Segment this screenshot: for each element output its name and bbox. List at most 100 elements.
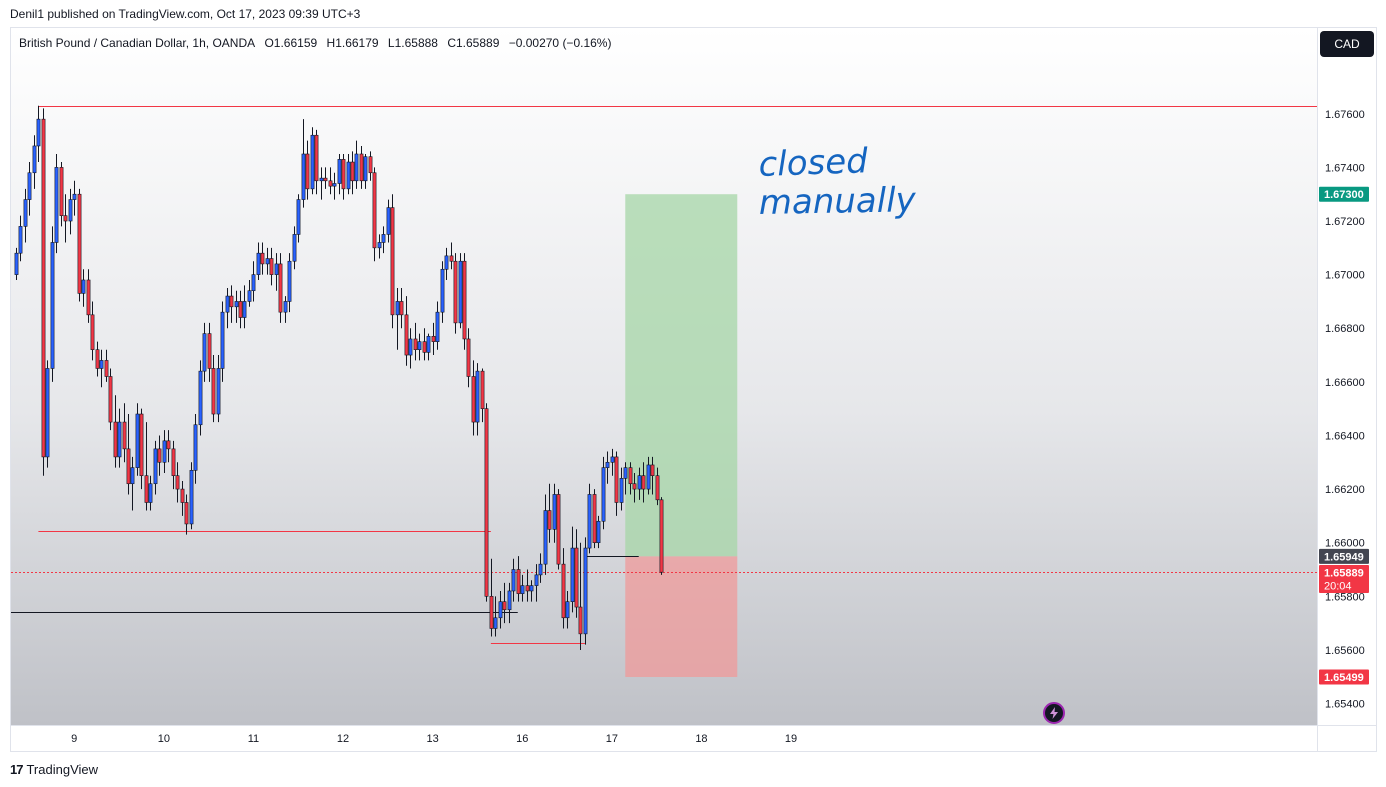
- chart-frame[interactable]: closed manually 1.67600 1.67400 1.67200 1.6…: [10, 27, 1377, 752]
- candle: [104, 349, 109, 382]
- candlestick-chart[interactable]: closed manually 1.676001.674001.672001.6…: [11, 28, 1376, 751]
- candle-body: [413, 338, 418, 350]
- candle: [135, 403, 140, 476]
- candle-body: [180, 488, 185, 503]
- candle-body: [319, 177, 324, 182]
- candle-body: [525, 585, 530, 592]
- candle: [148, 475, 153, 511]
- candle-body: [135, 413, 140, 468]
- candle-body: [363, 156, 368, 182]
- candle: [220, 301, 225, 382]
- candle: [390, 194, 395, 329]
- candle-body: [332, 183, 337, 187]
- candle-body: [390, 207, 395, 316]
- candle: [216, 355, 221, 423]
- candle-body: [99, 360, 104, 369]
- candle-body: [139, 413, 144, 476]
- candle-body: [220, 311, 225, 369]
- candle: [466, 328, 471, 388]
- candle: [247, 279, 252, 307]
- candles-group: [14, 105, 664, 650]
- candle-body: [68, 199, 73, 222]
- candle-body: [81, 279, 86, 294]
- candle-body: [346, 161, 351, 190]
- candle: [63, 194, 68, 243]
- price-axis[interactable]: 1.67600 1.67400 1.67200 1.67000 1.66800 1.666…: [1325, 109, 1365, 711]
- candle-body: [386, 207, 391, 235]
- price-label-bg: [1319, 548, 1369, 564]
- candle-body: [435, 311, 440, 342]
- candle-body: [41, 118, 46, 458]
- candle: [202, 322, 207, 382]
- candle-body: [650, 464, 655, 476]
- candle-body: [404, 314, 409, 356]
- stop-zone: [625, 556, 738, 678]
- candle: [287, 253, 292, 313]
- footer-brand[interactable]: 17 TradingView: [10, 762, 98, 777]
- symbol-legend: British Pound / Canadian Dollar, 1h, OAN…: [19, 36, 611, 50]
- candle-body: [130, 467, 135, 485]
- legend-close: C1.65889: [447, 36, 500, 50]
- candle-body: [162, 440, 167, 463]
- x-tick-label: 17: [606, 733, 618, 745]
- candle-body: [122, 421, 127, 450]
- candle-body: [292, 234, 297, 262]
- candle-body: [422, 341, 427, 353]
- price-label-bg: [1319, 186, 1369, 202]
- candle-body: [498, 601, 503, 619]
- candle: [278, 253, 283, 323]
- candle: [475, 363, 480, 436]
- candle: [301, 119, 306, 208]
- candle: [81, 269, 86, 307]
- candle-body: [157, 448, 162, 463]
- currency-button[interactable]: CAD: [1320, 31, 1374, 57]
- candle-body: [189, 470, 194, 525]
- legend-symbol[interactable]: British Pound / Canadian Dollar, 1h, OAN…: [19, 36, 256, 50]
- y-tick-label: 1.67000: [1325, 270, 1365, 282]
- candle: [426, 333, 431, 361]
- legend-open: O1.66159: [264, 36, 318, 50]
- candle: [117, 408, 122, 468]
- candle-body: [104, 360, 109, 377]
- candle: [655, 467, 660, 506]
- candle: [381, 226, 386, 254]
- candle: [444, 247, 449, 280]
- candle: [153, 440, 158, 495]
- candle-body: [144, 475, 149, 503]
- publisher-attribution: Denil1 published on TradingView.com, Oct…: [10, 7, 361, 21]
- candle-body: [77, 193, 82, 294]
- candle-body: [242, 301, 247, 318]
- candle: [592, 489, 597, 549]
- candle: [610, 448, 615, 476]
- annotation-line2: manually: [758, 180, 916, 223]
- candle-body: [444, 255, 449, 270]
- candle: [211, 355, 216, 423]
- candle-body: [283, 301, 288, 313]
- candle: [619, 467, 624, 511]
- lightning-icon[interactable]: [1043, 702, 1065, 724]
- candle: [14, 247, 19, 280]
- candle: [368, 151, 373, 181]
- candle-body: [449, 255, 454, 262]
- candle-body: [216, 368, 221, 415]
- candle-body: [126, 448, 131, 485]
- candle: [59, 162, 64, 227]
- footer-brand-text: TradingView: [26, 762, 99, 777]
- y-tick-label: 1.65400: [1325, 699, 1365, 711]
- candle-body: [95, 349, 100, 369]
- candle-body: [395, 301, 400, 316]
- y-tick-label: 1.67200: [1325, 216, 1365, 228]
- candle-body: [113, 421, 118, 458]
- candle-body: [552, 494, 557, 530]
- candle: [193, 414, 198, 484]
- candle: [283, 296, 288, 323]
- candle: [305, 140, 310, 200]
- time-axis[interactable]: 9 10 11 12 13 16 17 18 19: [71, 733, 797, 745]
- candle: [623, 462, 628, 495]
- candle-body: [377, 242, 382, 249]
- price-label-text: 1.65949: [1324, 551, 1364, 563]
- y-tick-label: 1.66000: [1325, 538, 1365, 550]
- candle: [570, 526, 575, 613]
- candle: [319, 167, 324, 200]
- candle: [511, 558, 516, 602]
